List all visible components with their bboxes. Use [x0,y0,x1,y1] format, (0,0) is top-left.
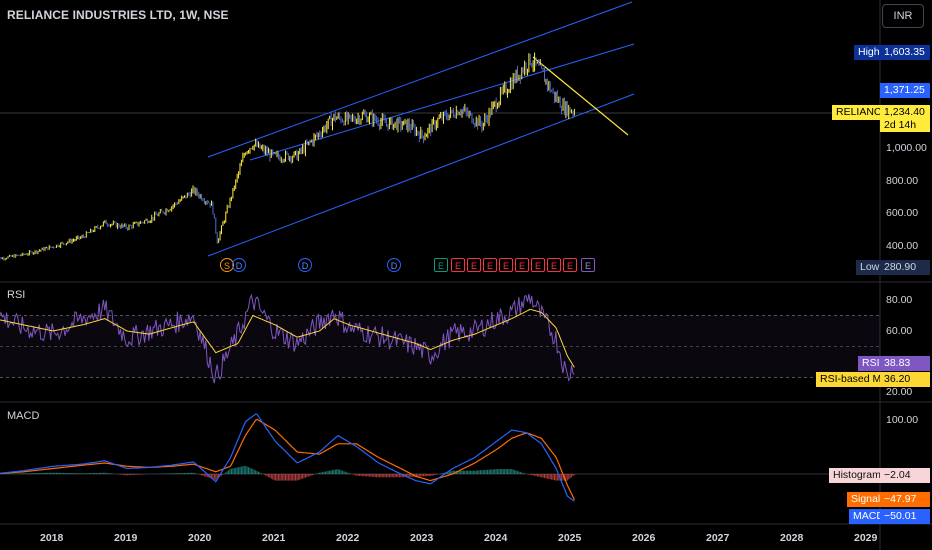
event-marker-earnings-miss[interactable]: E [547,258,561,272]
trendline-down [532,56,629,136]
histogram-tag-value: −2.04 [880,468,930,483]
event-marker-earnings-miss[interactable]: E [531,258,545,272]
time-axis-label: 2029 [854,532,878,544]
time-axis-label: 2026 [632,532,656,544]
rsi-tag-value: 38.83 [880,356,930,371]
rsi-axis-label: 60.00 [886,325,913,337]
signal-tag-value: −47.97 [880,492,930,507]
rsi-pane [0,293,880,384]
histogram-tag-label: Histogram [829,468,885,483]
event-marker-dividend[interactable]: D [232,258,246,272]
time-axis-label: 2024 [484,532,508,544]
macd-pane-title: MACD [7,410,40,422]
event-marker-earnings-miss[interactable]: E [451,258,465,272]
event-marker-dividend[interactable]: D [387,258,401,272]
channel-lower-line [207,93,635,257]
macd-line [0,413,575,502]
channel-upper-line [207,1,633,158]
high-tag-label: High [854,45,884,60]
rsi-axis-label: 20.00 [886,386,913,398]
low-tag-label: Low [856,260,884,275]
rsi-pane-title: RSI [7,289,26,301]
macd-pane [0,413,880,502]
event-marker-earnings-upcoming[interactable]: E [581,258,595,272]
event-marker-earnings-miss[interactable]: E [515,258,529,272]
rsi-ma-tag-label: RSI-based MA [816,372,893,387]
event-marker-earnings-beat[interactable]: E [434,258,448,272]
rsi-tag-label: RSI [858,356,884,371]
low-tag-value: 280.90 [880,260,930,275]
last-price-tag: 1,234.40 2d 14h [880,105,930,132]
last-price-value: 1,234.40 [884,106,925,118]
time-axis-label: 2022 [336,532,360,544]
symbol-title: RELIANCE INDUSTRIES LTD, 1W, NSE [7,8,229,22]
time-axis-label: 2019 [114,532,138,544]
signal-tag-label: Signal [847,492,885,507]
time-axis-label: 2023 [410,532,434,544]
event-marker-earnings-miss[interactable]: E [467,258,481,272]
macd-tag-label: MACD [849,509,888,524]
macd-signal-line [0,418,575,501]
price-pane [0,1,880,261]
event-marker-earnings-miss[interactable]: E [499,258,513,272]
event-marker-earnings-miss[interactable]: E [563,258,577,272]
rsi-axis-label: 80.00 [886,294,913,306]
rsi-ma-line [0,308,575,368]
time-axis-label: 2021 [262,532,286,544]
currency-selector[interactable]: INR [882,4,924,28]
time-axis-label: 2018 [40,532,64,544]
time-axis-label: 2025 [558,532,582,544]
time-axis-label: 2027 [706,532,730,544]
event-marker-earnings-miss[interactable]: E [483,258,497,272]
price-axis-label: 800.00 [886,175,919,187]
level-tag-value: 1,371.25 [880,83,930,98]
rsi-ma-tag-value: 36.20 [880,372,930,387]
channel-mid-line [249,43,635,161]
time-axis-label: 2020 [188,532,212,544]
price-axis-label: 400.00 [886,240,919,252]
currency-label: INR [893,10,913,22]
symbol-tag: RELIANCE [832,105,893,120]
bar-countdown: 2d 14h [884,119,917,131]
macd-axis-label: 100.00 [886,414,919,426]
time-axis-label: 2028 [780,532,804,544]
price-axis-label: 600.00 [886,207,919,219]
event-marker-dividend[interactable]: D [298,258,312,272]
price-axis-label: 1,000.00 [886,142,927,154]
macd-tag-value: −50.01 [880,509,930,524]
high-tag-value: 1,603.35 [880,45,930,60]
rsi-line [0,293,575,384]
